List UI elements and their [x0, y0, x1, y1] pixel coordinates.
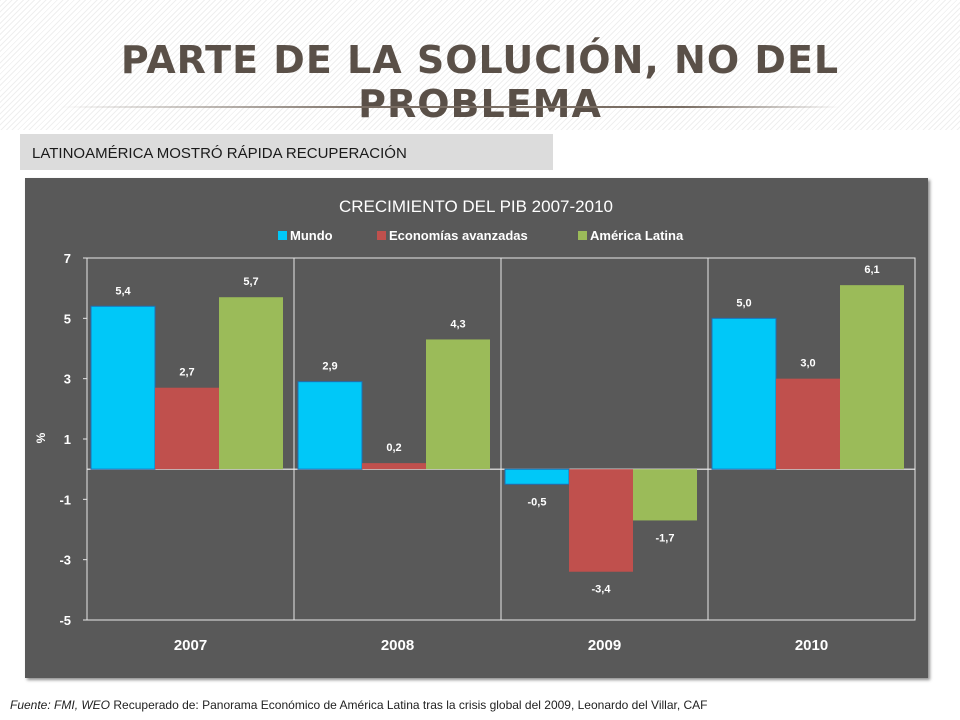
x-axis-ticks: 2007 2008 2009 2010 [174, 637, 828, 654]
data-label: 5,4 [115, 285, 131, 297]
source-footer: Fuente: FMI, WEO Recuperado de: Panorama… [10, 697, 950, 720]
data-label: 3,0 [800, 358, 815, 370]
legend-swatch-2 [578, 231, 587, 240]
data-label: -0,5 [528, 496, 547, 508]
y-tick-label: -3 [59, 553, 71, 568]
data-label: 5,7 [243, 276, 258, 288]
bar-américa-latina-2007 [219, 297, 283, 470]
chart-legend: Mundo Economías avanzadas América Latina [278, 228, 684, 243]
bar-economías-avanzadas-2010 [776, 378, 840, 470]
slide-subtitle: LATINOAMÉRICA MOSTRÓ RÁPIDA RECUPERACIÓN [20, 134, 553, 170]
x-tick-label: 2007 [174, 637, 207, 654]
legend-label-2: América Latina [590, 228, 684, 243]
data-label: 0,2 [386, 442, 401, 454]
bar-américa-latina-2010 [840, 285, 904, 470]
bar-economías-avanzadas-2009 [569, 469, 633, 572]
data-label: 6,1 [864, 264, 879, 276]
bar-américa-latina-2008 [426, 339, 490, 470]
chart-panel: CRECIMIENTO DEL PIB 2007-2010 Mundo Econo… [25, 178, 928, 678]
y-tick-label: -5 [59, 613, 71, 628]
data-label: 2,9 [322, 361, 337, 373]
legend-label-0: Mundo [290, 228, 333, 243]
title-divider [60, 106, 840, 108]
data-label: -3,4 [592, 584, 612, 596]
x-tick-label: 2009 [588, 637, 621, 654]
legend-label-1: Economías avanzadas [389, 228, 528, 243]
data-label: 2,7 [179, 367, 194, 379]
chart-title: CRECIMIENTO DEL PIB 2007-2010 [339, 197, 613, 216]
y-tick-label: 1 [64, 432, 71, 447]
data-label: 4,3 [450, 318, 465, 330]
bar-mundo-2010 [711, 317, 777, 470]
bar-mundo-2009 [504, 468, 570, 485]
y-axis-ticks: 7 5 3 1 -1 -3 -5 [59, 251, 87, 628]
y-tick-label: 7 [64, 251, 71, 266]
gdp-growth-chart: CRECIMIENTO DEL PIB 2007-2010 Mundo Econo… [34, 197, 916, 654]
bar-economías-avanzadas-2008 [362, 463, 426, 470]
y-tick-label: 3 [64, 372, 71, 387]
legend-swatch-0 [278, 231, 287, 240]
y-tick-label: 5 [64, 311, 71, 326]
header-background-stripes [0, 0, 960, 130]
x-tick-label: 2008 [381, 637, 414, 654]
chart-bars [90, 285, 904, 572]
footer-source-text: Recuperado de: Panorama Económico de Amé… [113, 698, 708, 712]
data-label: 5,0 [736, 297, 751, 309]
bar-américa-latina-2009 [633, 469, 697, 521]
bar-mundo-2007 [90, 305, 156, 470]
data-label: -1,7 [656, 532, 675, 544]
y-tick-label: -1 [59, 492, 71, 507]
x-tick-label: 2010 [795, 637, 828, 654]
footer-source-label: Fuente: FMI, WEO [10, 698, 111, 712]
y-axis-label: % [34, 432, 48, 443]
bar-economías-avanzadas-2007 [155, 387, 219, 470]
slide-title: Parte de la solución, no del problema [120, 38, 840, 126]
legend-swatch-1 [377, 231, 386, 240]
bar-mundo-2008 [297, 381, 363, 470]
data-labels: 5,4 2,9 -0,5 5,0 2,7 0,2 -3,4 3,0 5,7 4,3 -1,7 6,1 [115, 264, 879, 596]
